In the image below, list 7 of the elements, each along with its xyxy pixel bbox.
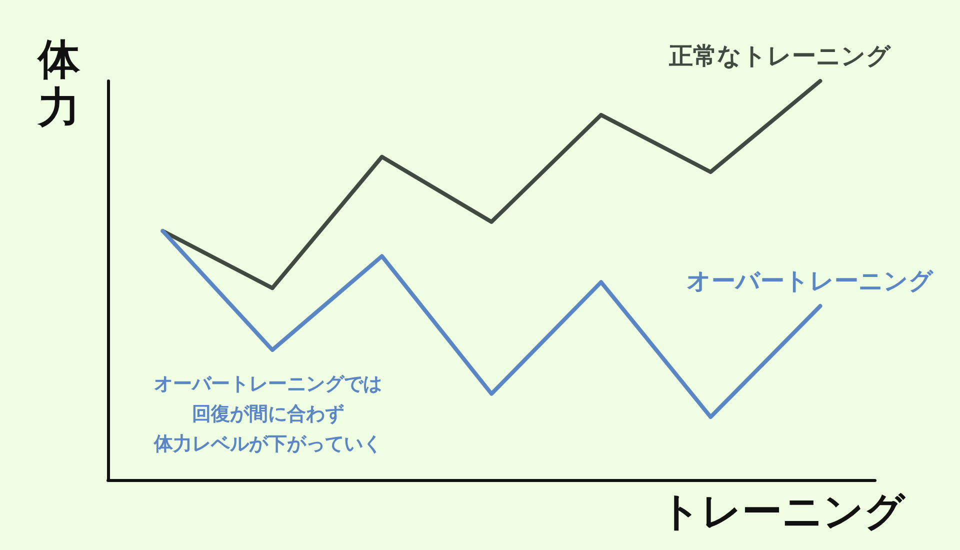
annotation: 体力レベルが下がっていく — [153, 433, 382, 455]
y-axis-title: 体力 — [36, 34, 81, 132]
x-axis-title: トレーニング — [660, 489, 906, 535]
series-label: オーバートレーニング — [686, 267, 935, 296]
annotation: 回復が間に合わず — [192, 403, 344, 425]
series-label: 正常なトレーニング — [668, 42, 892, 70]
annotation: オーバートレーニングでは — [154, 373, 382, 395]
